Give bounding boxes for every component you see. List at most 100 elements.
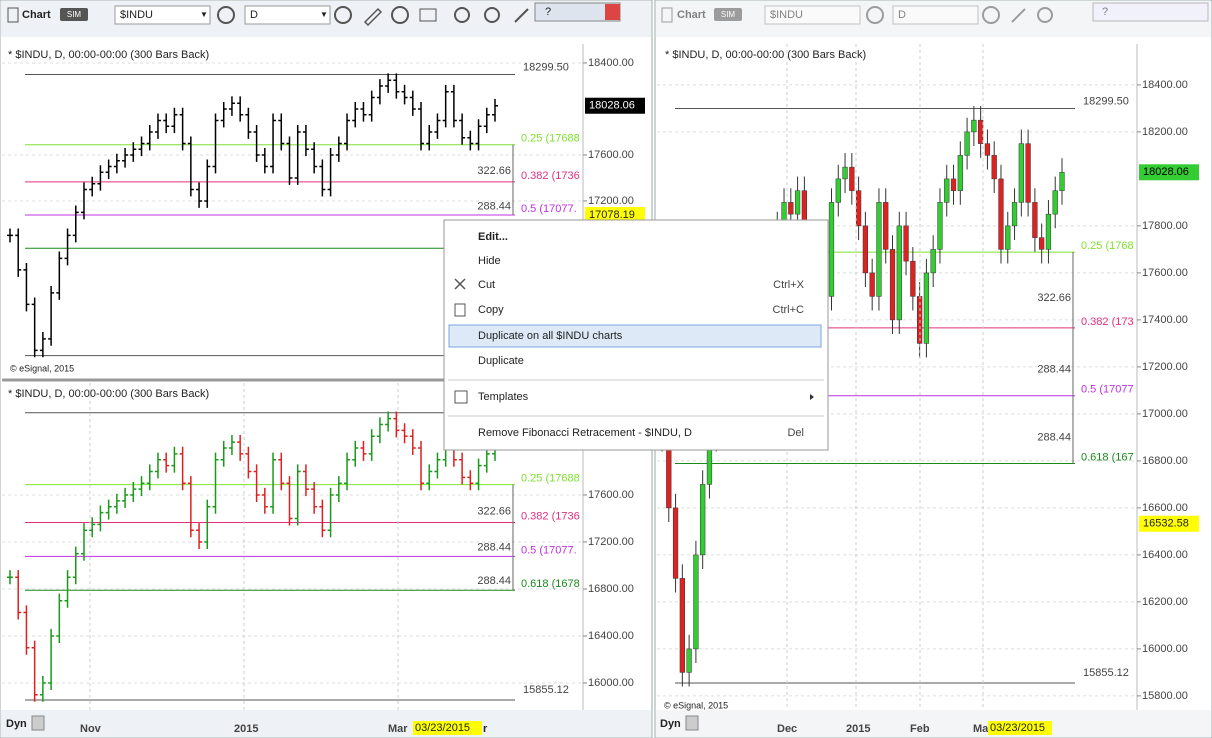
ohlc-bar: [418, 440, 425, 491]
time-label: Mar: [388, 723, 408, 735]
y-tick-label: 17200.00: [588, 536, 634, 548]
candle: [1032, 202, 1038, 238]
copyright: © eSignal, 2015: [664, 700, 728, 710]
y-tick-label: 16400.00: [588, 630, 634, 642]
dyn-label[interactable]: Dyn: [660, 718, 681, 730]
ohlc-bar: [105, 159, 112, 180]
menu-item[interactable]: Templates: [478, 391, 529, 403]
y-tick-label: 18400.00: [1142, 79, 1188, 91]
ohlc-bar: [278, 452, 285, 491]
ohlc-bar: [319, 499, 326, 538]
ohlc-bar: [270, 452, 277, 514]
ohlc-bar: [368, 429, 375, 461]
fib-span-label: 288.44: [477, 575, 511, 587]
time-label-tail: r: [483, 723, 488, 735]
y-tick-label: 16400.00: [1142, 549, 1188, 561]
ohlc-bar: [327, 487, 334, 538]
candle: [1059, 172, 1065, 191]
icon[interactable]: [334, 6, 352, 24]
candle: [889, 249, 896, 321]
menu-item[interactable]: Edit...: [478, 231, 508, 243]
candle: [930, 249, 936, 274]
symbol-box[interactable]: [764, 5, 861, 25]
candle: [1052, 190, 1058, 215]
ohlc-bar: [220, 440, 227, 467]
icon[interactable]: [419, 8, 437, 22]
last-price-label: 18028.06: [1143, 166, 1189, 178]
y-tick-label: 16000.00: [588, 677, 634, 689]
lock-icon[interactable]: [31, 715, 45, 731]
menu-item[interactable]: Cut: [478, 279, 495, 291]
ohlc-bar: [253, 464, 260, 503]
candle: [964, 131, 970, 156]
ohlc-bar: [56, 251, 63, 300]
icon[interactable]: [484, 7, 500, 23]
icon[interactable]: [1037, 7, 1053, 23]
candle: [1039, 237, 1045, 250]
dropdown-arrow: ▼: [320, 10, 328, 19]
y-tick-label: 17000.00: [1142, 408, 1188, 420]
ohlc-bar: [401, 84, 408, 105]
ohlc-bar: [7, 570, 13, 585]
ohlc-bar: [483, 446, 490, 473]
interval-box[interactable]: [244, 5, 331, 25]
ohlc-bar: [426, 464, 433, 491]
ohlc-bar: [492, 98, 498, 122]
ohlc-bar: [237, 435, 244, 461]
y-tick-label: 16800.00: [1142, 455, 1188, 467]
dyn-label[interactable]: Dyn: [6, 718, 27, 730]
icon[interactable]: [982, 6, 1000, 24]
pane-header: * $INDU, D, 00:00-00:00 (300 Bars Back): [8, 49, 209, 61]
lock-icon[interactable]: [685, 715, 699, 731]
help-button[interactable]: ?: [545, 6, 551, 18]
ohlc-bar: [39, 675, 46, 702]
interval-box[interactable]: [892, 5, 979, 25]
ohlc-bar: [253, 125, 260, 162]
icon[interactable]: [391, 6, 409, 24]
icon[interactable]: [514, 8, 529, 23]
candle: [883, 202, 889, 250]
ohlc-bar: [171, 107, 178, 134]
dropdown-arrow: ▼: [200, 10, 208, 19]
icon[interactable]: [217, 6, 235, 24]
candle: [686, 648, 692, 673]
menu-item[interactable]: Copy: [478, 304, 504, 316]
time-axis-bar: [656, 710, 1211, 737]
cursor-date: 03/23/2015: [415, 722, 470, 734]
close-button[interactable]: [605, 4, 620, 20]
interval: D: [250, 9, 258, 21]
cursor-date-box: [413, 721, 482, 735]
ohlc-bar: [187, 136, 194, 197]
ohlc-bar: [122, 148, 129, 168]
candle: [869, 272, 875, 297]
fib-level-label: 0.382 (1736: [521, 170, 580, 182]
candle: [788, 202, 794, 215]
menu-item[interactable]: Duplicate on all $INDU charts: [478, 330, 623, 342]
menu-item[interactable]: Hide: [478, 255, 501, 267]
symbol: $INDU: [120, 9, 153, 21]
symbol-box[interactable]: [114, 5, 211, 25]
icon[interactable]: [1011, 8, 1026, 23]
fib-level-label: 0.382 (173: [1081, 316, 1134, 328]
icon[interactable]: [454, 7, 470, 23]
menu-item[interactable]: Duplicate: [478, 355, 524, 367]
ohlc-bar: [196, 182, 203, 208]
candle: [876, 202, 882, 297]
fib-high-label: 18299.50: [523, 61, 569, 73]
fib-high-label: 18299.50: [1083, 95, 1129, 107]
ohlc-bar: [212, 113, 219, 174]
ohlc-bar: [80, 182, 87, 220]
menu-item[interactable]: Remove Fibonacci Retracement - $INDU, D: [478, 427, 692, 439]
ohlc-bar: [286, 136, 293, 185]
help-button[interactable]: ?: [1102, 6, 1108, 18]
menu-shortcut: Ctrl+C: [773, 304, 805, 316]
ohlc-bar: [327, 148, 334, 197]
ohlc-bar: [138, 136, 145, 157]
candle: [862, 225, 869, 274]
icon[interactable]: [866, 6, 884, 24]
ohlc-bar: [72, 205, 79, 243]
fib-level-label: 0.25 (1768: [1081, 240, 1134, 252]
icon[interactable]: [363, 7, 383, 27]
candle: [1005, 225, 1011, 250]
